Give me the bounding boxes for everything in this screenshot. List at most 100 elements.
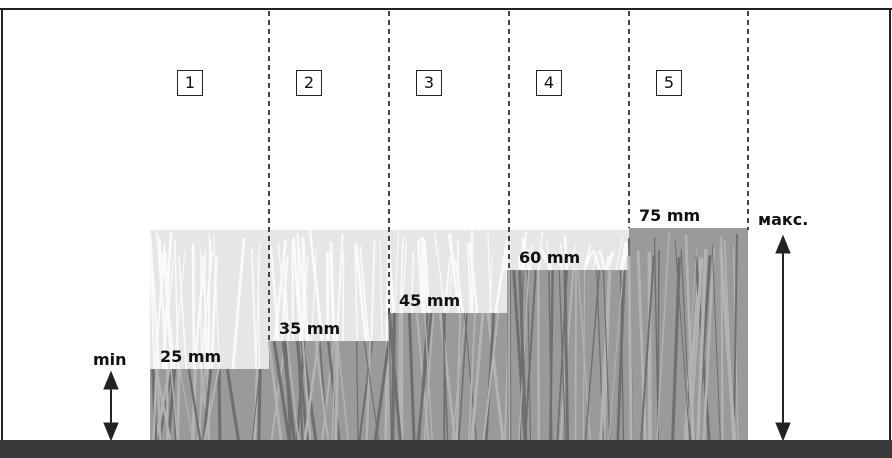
grass-blade [199,249,203,370]
grass-blade [599,269,611,441]
grass-field [148,228,748,441]
grass-blade [529,245,533,271]
cut-height-label-5: 75 mm [639,206,701,225]
grass-blade [494,239,509,314]
grass-blade [521,248,530,271]
grass-blade [487,233,492,314]
cut-height-label-1: 25 mm [160,347,222,366]
grass-blade [616,269,626,441]
grass-blade [193,256,206,370]
grass-blade [199,368,203,441]
grass-blade [591,249,602,271]
grass-blade [454,258,465,314]
grass-blade [545,240,553,271]
grass-blade [640,256,655,441]
grass-blade [605,250,615,271]
grass-blade [537,231,543,271]
grass-blade [467,243,472,314]
grass-blade [482,312,500,441]
grass-blade [582,269,586,441]
grass-blade [325,251,330,342]
grass-blade [526,269,532,441]
grass-blade [711,245,721,441]
cut-height-label-4: 60 mm [519,248,581,267]
grass-blade [410,251,415,314]
grass-blade [301,340,312,441]
grass-blade [356,340,359,441]
grass-blade [565,243,578,271]
grass-blade [591,250,600,271]
grass-blade [187,368,202,441]
grass-blade [257,368,262,441]
grass-blade [563,269,570,441]
grass-blade [598,250,607,271]
grass-blade [399,237,404,314]
grass-blade [179,368,194,441]
grass-blade [225,368,240,441]
grass-blade [363,340,380,441]
grass-blade [286,340,300,441]
grass-blade [442,312,449,441]
grass-blade [329,241,336,342]
grass-blade [365,340,372,441]
max-arrow [775,234,791,442]
grass-blade [336,340,349,441]
grass-blade [401,242,408,314]
grass-blade [354,246,359,342]
grass-blade [191,243,196,370]
grass-blade [314,340,330,441]
grass-blade [156,368,162,441]
grass-blade [517,255,521,271]
grass-blade [518,269,528,441]
grass-blade [447,233,460,314]
grass-blade [602,269,611,441]
grass-blade [342,250,345,342]
grass-blade [390,312,397,441]
grass-blade [292,236,302,342]
grass-blade [503,248,511,271]
grass-blade [385,238,390,314]
grass-blade [170,368,179,441]
grass-blade [387,251,395,314]
grass-blade [566,252,577,271]
grass-blade [653,237,659,441]
grass-blade [213,233,220,370]
grass-blade [608,269,624,441]
grass-blade [231,237,246,370]
grass-blade [656,232,670,441]
grass-blade [583,244,592,271]
grass-blade [683,249,698,441]
grass-blade [166,368,177,441]
level-number-4: 4 [536,70,562,96]
cut-height-label-3: 45 mm [399,291,461,310]
grass-blade [627,255,633,441]
grass-blade [671,257,681,441]
grass-blade [684,234,695,441]
grass-blade [719,249,737,441]
grass-blade [549,269,554,441]
grass-blade [619,241,628,271]
grass-blade [331,340,337,441]
grass-blade [370,239,376,342]
grass-blade [176,368,181,441]
grass-blade [647,251,652,441]
min-label: min [93,350,127,369]
grass-blade [732,234,738,441]
grass-blade [540,249,552,271]
grass-blade [470,312,485,441]
grass-blade [301,245,306,342]
min-arrow [103,370,119,442]
grass-blade [297,340,307,441]
grass-blade [273,239,288,342]
grass-blade [267,340,283,441]
grass-blade [173,239,180,370]
grass-blade [251,249,257,370]
grass-blade [394,230,399,314]
grass-blade [423,240,431,314]
grass-blade [334,340,340,441]
grass-blade [560,242,563,271]
ground-bar [0,440,892,458]
grass-blade [563,234,569,271]
